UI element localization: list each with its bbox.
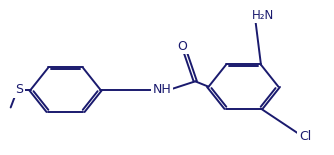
Text: NH: NH <box>153 83 171 96</box>
Text: S: S <box>15 83 23 96</box>
Text: Cl: Cl <box>299 130 311 143</box>
Text: O: O <box>177 40 187 53</box>
Text: H₂N: H₂N <box>252 9 275 22</box>
